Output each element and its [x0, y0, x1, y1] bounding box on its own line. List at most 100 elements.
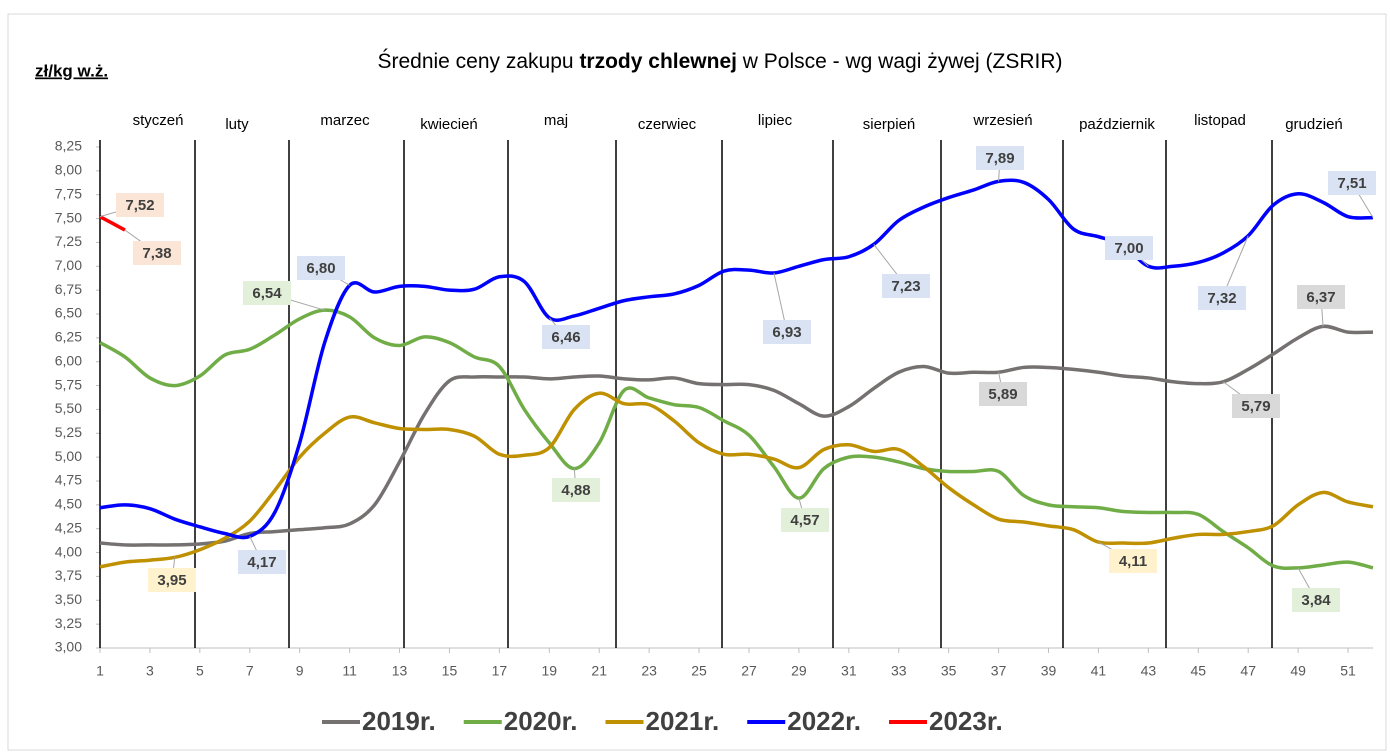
- month-label: sierpień: [863, 116, 916, 133]
- x-tick-label: 17: [492, 663, 508, 679]
- value-label: 7,38: [142, 245, 171, 262]
- value-label: 6,80: [306, 260, 335, 277]
- month-label: czerwiec: [638, 116, 697, 133]
- series-line: [99, 178, 1374, 540]
- x-tick-label: 5: [196, 663, 204, 679]
- month-label: kwiecień: [420, 116, 478, 133]
- y-tick-label: 7,50: [55, 209, 82, 225]
- label-box: [1292, 588, 1340, 612]
- x-tick-label: 27: [741, 663, 757, 679]
- value-label: 4,11: [1119, 553, 1147, 570]
- y-axis-label: zł/kg w.ż.: [35, 61, 108, 80]
- y-tick-label: 6,50: [55, 305, 82, 321]
- value-label: 3,95: [157, 572, 186, 589]
- label-box: [1328, 171, 1376, 195]
- value-label: 6,54: [252, 285, 282, 302]
- value-label: 6,46: [551, 329, 580, 346]
- y-tick-label: 7,25: [55, 233, 82, 249]
- legend-label: 2022r.: [787, 706, 861, 736]
- x-tick-label: 39: [1041, 663, 1057, 679]
- label-box: [1109, 549, 1157, 573]
- x-tick-label: 7: [246, 663, 254, 679]
- month-label: grudzień: [1285, 116, 1343, 133]
- series-line: [99, 324, 1374, 547]
- label-box: [781, 508, 829, 532]
- chart-title: Średnie ceny zakupu trzody chlewnej w Po…: [377, 49, 1062, 73]
- y-tick-label: 7,75: [55, 185, 82, 201]
- y-tick-label: 3,50: [55, 591, 82, 607]
- label-box: [148, 568, 196, 592]
- y-tick-label: 8,00: [55, 162, 82, 178]
- value-label: 7,52: [125, 197, 154, 214]
- label-box: [976, 146, 1024, 170]
- label-box: [1105, 236, 1153, 260]
- value-label: 5,79: [1241, 398, 1270, 415]
- x-tick-label: 31: [841, 663, 857, 679]
- label-box: [133, 241, 181, 265]
- x-tick-label: 41: [1091, 663, 1107, 679]
- x-tick-label: 37: [991, 663, 1007, 679]
- value-label: 7,32: [1207, 290, 1236, 307]
- y-tick-label: 5,25: [55, 424, 82, 440]
- y-tick-label: 4,50: [55, 496, 82, 512]
- x-tick-label: 3: [146, 663, 154, 679]
- label-box: [1297, 285, 1345, 309]
- month-label: wrzesień: [972, 112, 1032, 129]
- label-box: [763, 320, 811, 344]
- value-label: 7,89: [985, 150, 1014, 167]
- x-tick-label: 13: [392, 663, 408, 679]
- y-tick-label: 8,25: [55, 138, 82, 154]
- y-tick-label: 3,25: [55, 615, 82, 631]
- x-tick-label: 29: [791, 663, 807, 679]
- series-line: [99, 391, 1374, 569]
- value-label: 7,00: [1114, 240, 1143, 257]
- title-part: w Polsce - wg wagi żywej (ZSRIR): [737, 50, 1063, 73]
- x-tick-label: 33: [891, 663, 907, 679]
- month-label: maj: [544, 112, 568, 129]
- x-tick-label: 1: [96, 663, 104, 679]
- label-box: [979, 382, 1027, 406]
- value-label: 6,93: [772, 324, 801, 341]
- x-tick-label: 19: [542, 663, 558, 679]
- y-tick-label: 5,50: [55, 400, 82, 416]
- x-tick-label: 23: [641, 663, 657, 679]
- y-tick-label: 7,00: [55, 257, 82, 273]
- y-tick-label: 4,75: [55, 472, 82, 488]
- legend-label: 2019r.: [362, 706, 436, 736]
- value-label: 4,57: [790, 512, 819, 529]
- series-line: [99, 215, 126, 232]
- label-box: [552, 478, 600, 502]
- y-tick-label: 4,25: [55, 519, 82, 535]
- value-label: 5,89: [988, 386, 1017, 403]
- y-tick-label: 3,75: [55, 567, 82, 583]
- y-tick-label: 5,75: [55, 376, 82, 392]
- label-box: [243, 281, 291, 305]
- title-part: rednie ceny zakupu: [391, 50, 579, 73]
- month-label: lipiec: [758, 112, 793, 129]
- y-tick-label: 6,25: [55, 329, 82, 345]
- y-tick-label: 6,75: [55, 281, 82, 297]
- y-tick-label: 6,00: [55, 352, 82, 368]
- value-label: 4,17: [247, 554, 276, 571]
- label-box: [542, 325, 590, 349]
- value-label: 7,51: [1337, 175, 1366, 192]
- title-part: trzody chlewnej: [579, 50, 737, 73]
- x-tick-label: 11: [342, 663, 357, 679]
- label-box: [238, 550, 286, 574]
- x-tick-label: 35: [941, 663, 957, 679]
- legend-label: 2023r.: [929, 706, 1003, 736]
- y-tick-label: 5,00: [55, 448, 82, 464]
- value-label: 6,37: [1306, 289, 1335, 306]
- x-tick-label: 25: [691, 663, 707, 679]
- label-box: [297, 256, 345, 280]
- label-box: [882, 274, 930, 298]
- x-tick-label: 45: [1190, 663, 1206, 679]
- month-label: luty: [225, 116, 249, 133]
- legend-label: 2021r.: [646, 706, 720, 736]
- value-label: 4,88: [561, 482, 590, 499]
- legend-label: 2020r.: [504, 706, 578, 736]
- x-tick-label: 49: [1290, 663, 1306, 679]
- x-tick-label: 21: [591, 663, 607, 679]
- label-box: [116, 193, 164, 217]
- month-label: listopad: [1194, 112, 1246, 129]
